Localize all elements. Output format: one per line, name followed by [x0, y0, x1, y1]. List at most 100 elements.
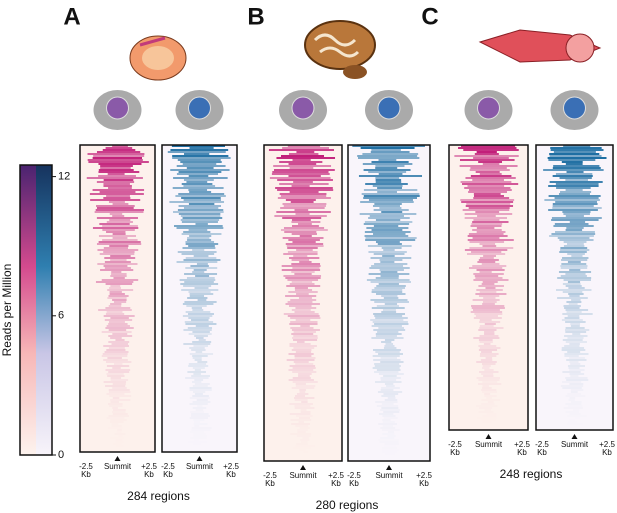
heatmap-row	[115, 439, 122, 441]
heatmap-row	[104, 351, 129, 353]
heatmap-row	[561, 161, 583, 163]
heatmap-row	[385, 443, 399, 445]
heatmap-row	[481, 403, 494, 405]
heatmap-row	[277, 189, 334, 191]
heatmap-row	[104, 267, 131, 269]
heatmap-row	[103, 359, 128, 361]
heatmap-row	[281, 265, 321, 267]
heatmap-row	[479, 327, 504, 329]
heatmap-row	[106, 231, 126, 233]
heatmap-row	[292, 377, 311, 379]
heatmap-row	[113, 443, 122, 445]
heatmap-row	[194, 433, 206, 435]
heatmap-row	[285, 199, 316, 201]
heatmap-row	[472, 309, 500, 311]
heatmap-row	[472, 221, 509, 223]
heatmap-row	[364, 221, 413, 223]
heatmap-row	[283, 227, 325, 229]
heatmap-row	[484, 333, 495, 335]
heatmap-row	[568, 415, 587, 417]
heatmap-row	[360, 201, 414, 203]
x-axis-label: -2.5 Kb	[535, 440, 549, 457]
heatmap-row	[484, 393, 490, 395]
heatmap-row	[373, 233, 406, 235]
heatmap-row	[482, 363, 496, 365]
heatmap-row	[192, 309, 204, 311]
panel-label: B	[247, 3, 264, 30]
heatmap-row	[109, 293, 125, 295]
heatmap-row	[557, 297, 588, 299]
heatmap-row	[182, 217, 223, 219]
heatmap-row	[298, 223, 312, 225]
heatmap-row	[557, 277, 592, 279]
heatmap-row	[382, 309, 396, 311]
heatmap-row	[548, 159, 596, 161]
heatmap-row	[299, 449, 306, 451]
mouse-marker	[106, 96, 129, 120]
heatmap-row	[193, 391, 206, 393]
heatmap-row	[291, 281, 313, 283]
heatmap-row	[562, 371, 581, 373]
heatmap-row	[190, 449, 208, 451]
heatmap-row	[471, 223, 503, 225]
heatmap-row	[294, 405, 310, 407]
heatmap-row	[92, 227, 139, 229]
heatmap-row	[189, 347, 205, 349]
heatmap-row	[277, 179, 333, 181]
heatmap-row	[103, 265, 128, 267]
heatmap-row	[367, 245, 412, 247]
heatmap-row	[95, 209, 145, 211]
heatmap-row	[298, 373, 312, 375]
heatmap-row	[554, 223, 589, 225]
heatmap-row	[108, 295, 129, 297]
heatmap-row	[543, 169, 604, 171]
heatmap-row	[185, 267, 218, 269]
heatmap-row	[553, 151, 596, 153]
heatmap-row	[571, 389, 583, 391]
heatmap-row	[470, 175, 512, 177]
heatmap-row	[295, 445, 315, 447]
heatmap-row	[559, 239, 594, 241]
heatmap-row	[370, 257, 412, 259]
heatmap-row	[194, 423, 208, 425]
heatmap-row	[279, 183, 329, 185]
heatmap-row	[108, 427, 123, 429]
heatmap-row	[189, 235, 212, 237]
heatmap-row	[293, 339, 318, 341]
colorbar-tick-label: 0	[58, 449, 64, 461]
heatmap-row	[478, 345, 497, 347]
heatmap-row	[488, 401, 494, 403]
heatmap-row	[110, 379, 129, 381]
heatmap-row	[291, 387, 315, 389]
heatmap-row	[289, 345, 317, 347]
heatmap-row	[291, 423, 310, 425]
heatmap-row	[569, 419, 575, 421]
heatmap-row	[287, 301, 313, 303]
heatmap-row	[563, 279, 592, 281]
heatmap-row	[564, 335, 588, 337]
heatmap-row	[194, 425, 199, 427]
heatmap-row	[185, 257, 217, 259]
heatmap-row	[380, 361, 404, 363]
heatmap-row	[476, 405, 498, 407]
heatmap-row	[286, 285, 321, 287]
heatmap-row	[571, 401, 582, 403]
heatmap-row	[107, 357, 122, 359]
heatmap-row	[377, 391, 403, 393]
heatmap-row	[565, 411, 579, 413]
heatmap-frame	[263, 144, 343, 462]
heatmap-row	[565, 179, 588, 181]
heatmap-row	[291, 259, 310, 261]
heatmap-row	[173, 211, 224, 213]
heatmap-row	[357, 155, 418, 157]
heatmap-row	[458, 147, 517, 149]
muscle-icon	[478, 29, 602, 63]
heatmap-row	[380, 437, 394, 439]
heatmap-row	[194, 439, 199, 441]
heatmap-row	[295, 307, 317, 309]
heatmap-row	[299, 261, 312, 263]
mouse-marker	[377, 96, 401, 120]
heatmap-row	[373, 329, 406, 331]
heatmap-row	[474, 313, 503, 315]
